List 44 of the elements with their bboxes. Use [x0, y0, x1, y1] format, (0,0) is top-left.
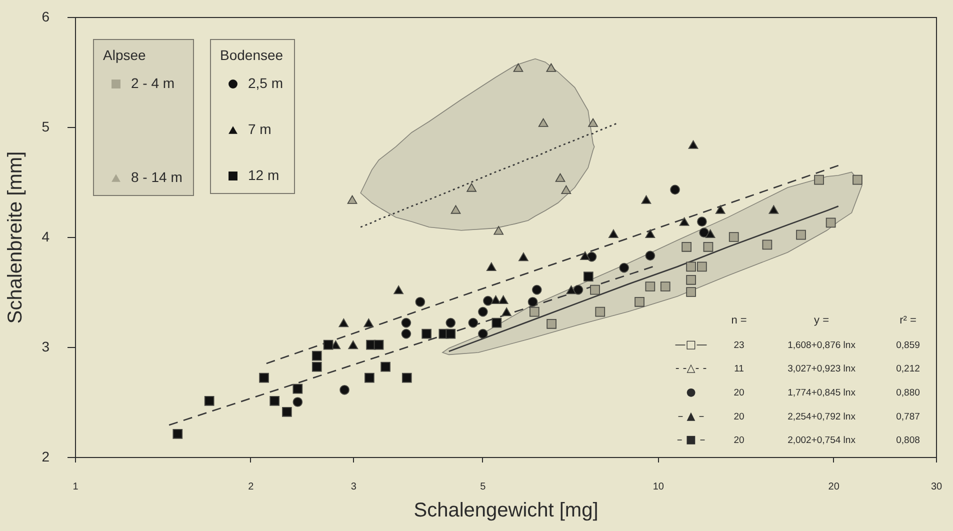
annotation: ●: [686, 386, 696, 398]
annotation: 23: [734, 340, 744, 351]
annotation: – ▲ –: [678, 409, 704, 422]
x-tick-label: 3: [350, 482, 357, 492]
annotation: Bodensee: [220, 47, 284, 63]
legend-label: 8 - 14 m: [131, 169, 182, 185]
annotation: 0,808: [896, 435, 920, 446]
legend-label: 2 - 4 m: [131, 75, 175, 91]
x-tick-label: 20: [828, 482, 840, 492]
annotation: – ■ –: [676, 433, 706, 446]
annotation: Alpsee: [103, 47, 146, 63]
annotation: 11: [734, 364, 744, 375]
x-tick-label: 5: [480, 482, 486, 492]
x-tick-label: 10: [652, 482, 664, 492]
y-tick-label: 5: [42, 118, 50, 134]
x-tick-label: 2: [248, 482, 254, 492]
x-tick-label: 1: [72, 482, 79, 492]
annotation: n =: [731, 314, 747, 326]
legend-label: 12 m: [248, 167, 280, 183]
annotation: 0,859: [896, 340, 920, 351]
annotation: - -△- -: [675, 362, 707, 375]
annotation: 2,254+0,792 lnx: [788, 411, 856, 422]
annotation: 20: [734, 435, 744, 446]
annotation: 1,608+0,876 lnx: [788, 340, 856, 351]
annotation: 20: [734, 411, 744, 422]
annotation: —□—: [674, 338, 708, 351]
annotation: y =: [814, 314, 829, 326]
annotation: 0,212: [896, 364, 920, 375]
x-axis-title: Schalengewicht [mg]: [414, 500, 598, 522]
y-tick-label: 3: [42, 338, 50, 354]
annotation: r² =: [900, 314, 916, 326]
y-tick-label: 6: [42, 8, 50, 24]
annotation: 1,774+0,845 lnx: [788, 388, 856, 398]
annotation: 20: [734, 388, 744, 398]
annotation: 3,027+0,923 lnx: [788, 364, 856, 375]
y-tick-label: 4: [42, 228, 50, 244]
x-tick-label: 30: [930, 482, 942, 492]
annotation: 0,787: [896, 411, 920, 422]
legend-label: 7 m: [248, 121, 272, 137]
y-axis-title: Schalenbreite [mm]: [4, 151, 27, 324]
y-tick-label: 2: [42, 448, 50, 464]
legend-label: 2,5 m: [248, 75, 284, 91]
annotation: 2,002+0,754 lnx: [788, 435, 856, 446]
annotation: 0,880: [896, 388, 920, 398]
